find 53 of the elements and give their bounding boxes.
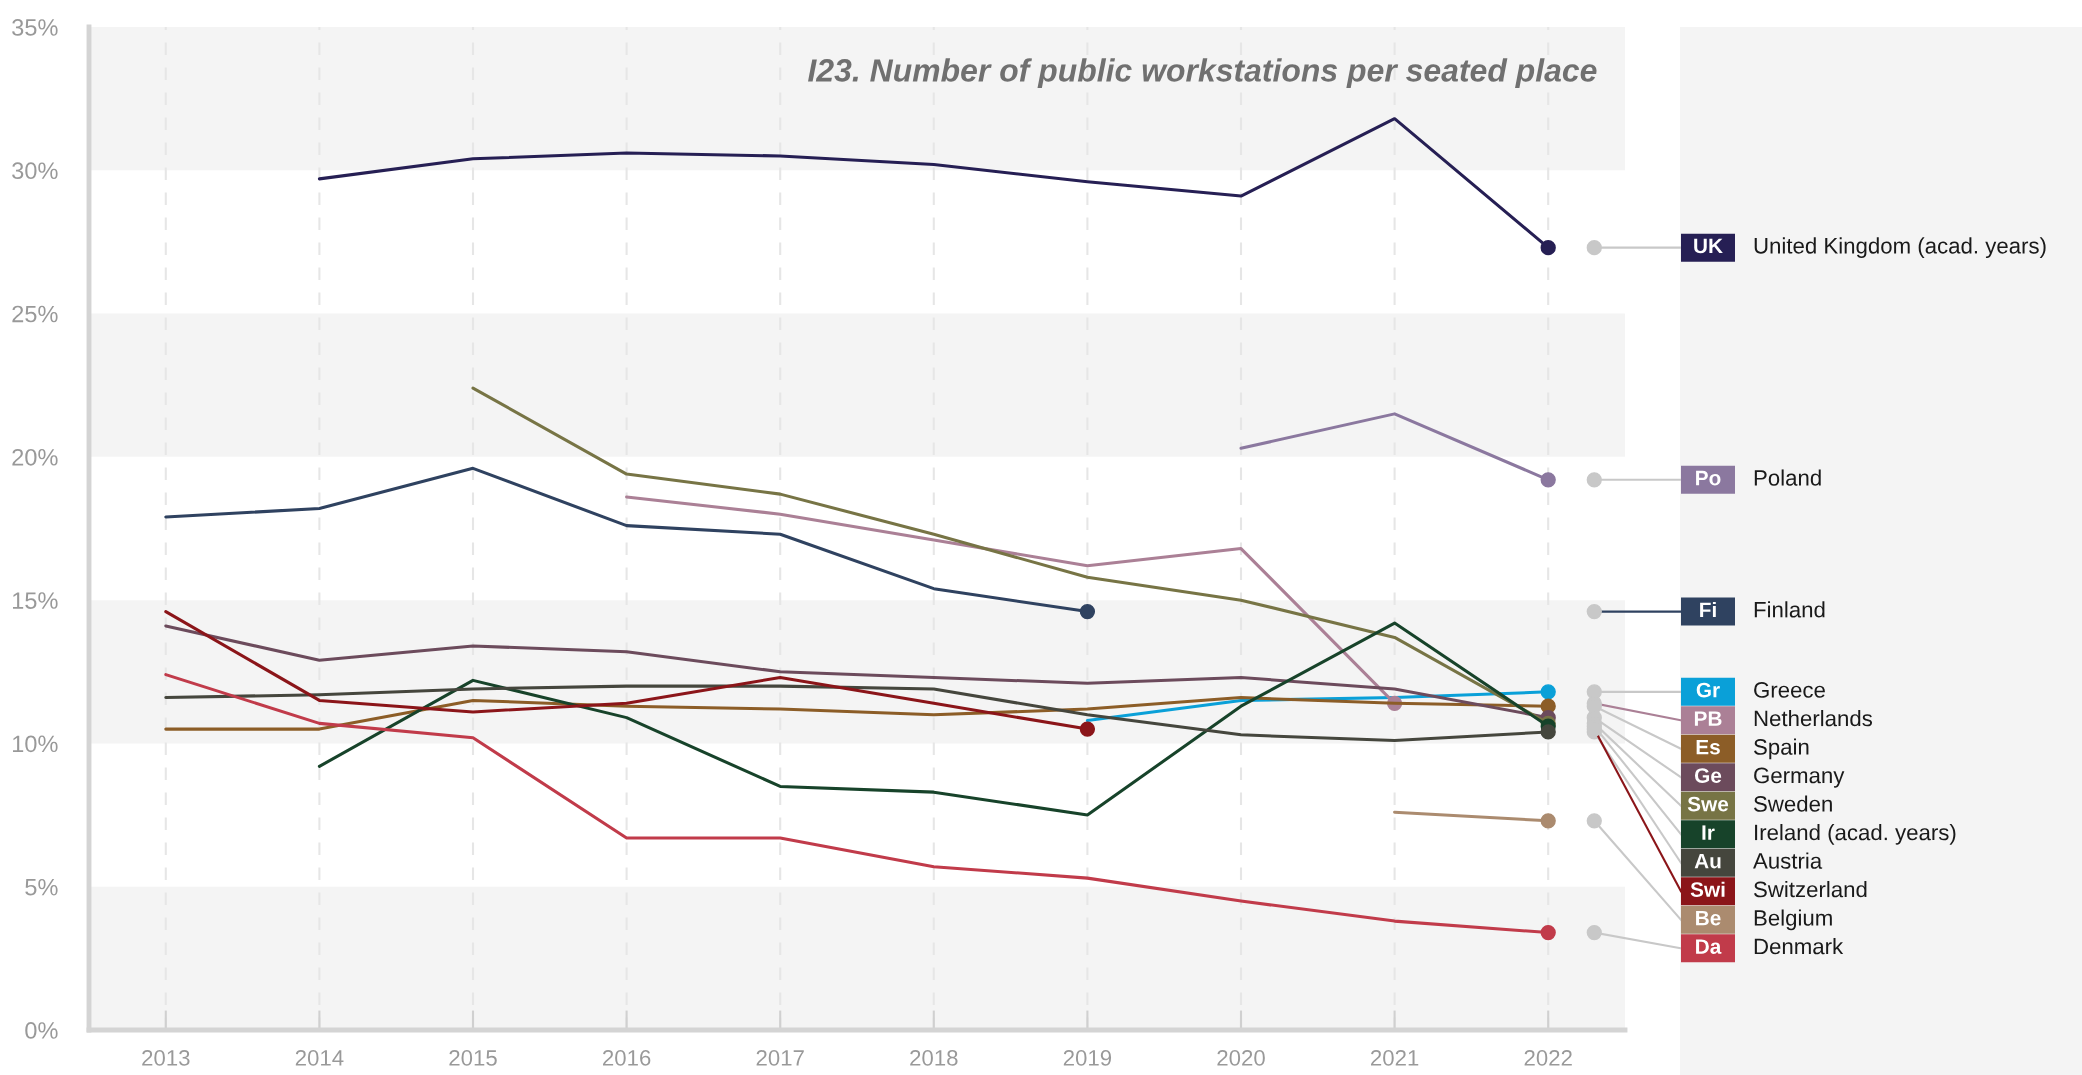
text: Da bbox=[1696, 939, 1722, 954]
y-tick-label: 25% bbox=[12, 305, 58, 323]
x-tick-label: 2021 bbox=[1371, 1050, 1419, 1066]
legend-label: Greece bbox=[1754, 682, 1825, 698]
y-tick-label: 5% bbox=[25, 878, 58, 896]
point bbox=[1540, 813, 1556, 829]
text: Es bbox=[1696, 739, 1720, 755]
legend-label: Switzerland bbox=[1754, 880, 1867, 898]
point bbox=[1540, 924, 1556, 941]
point bbox=[1540, 240, 1556, 256]
y-tick-label: 0% bbox=[25, 1022, 58, 1039]
text: Ge bbox=[1694, 768, 1722, 783]
x-tick-label: 2016 bbox=[603, 1050, 651, 1066]
legend-label: Spain bbox=[1754, 738, 1809, 760]
text: Swi bbox=[1690, 881, 1725, 897]
point bbox=[1540, 724, 1556, 740]
text: Ir bbox=[1702, 825, 1715, 840]
text: Fi bbox=[1700, 601, 1716, 617]
legend-label: Austria bbox=[1753, 852, 1823, 869]
legend-label: Belgium bbox=[1754, 909, 1832, 931]
x-tick-label: 2014 bbox=[295, 1050, 344, 1066]
legend-label: Poland bbox=[1754, 469, 1821, 486]
y-tick-label: 35% bbox=[12, 19, 58, 36]
point bbox=[1079, 721, 1096, 737]
y-tick-label: 15% bbox=[12, 592, 58, 609]
text: I23. Number of public workstations per seated place bbox=[808, 58, 1597, 89]
x-tick-label: 2018 bbox=[910, 1050, 958, 1066]
x-tick-label: 2017 bbox=[756, 1050, 804, 1066]
text: Gr bbox=[1696, 682, 1720, 698]
x-tick-label: 2022 bbox=[1524, 1050, 1572, 1066]
point bbox=[1540, 472, 1556, 488]
legend-label: Denmark bbox=[1754, 937, 1844, 955]
point bbox=[1540, 684, 1556, 700]
y-tick-label: 20% bbox=[12, 448, 58, 466]
text: Swe bbox=[1687, 796, 1729, 812]
x-tick-label: 2020 bbox=[1217, 1050, 1265, 1066]
legend-label: Netherlands bbox=[1754, 709, 1873, 727]
legend-label: Finland bbox=[1754, 601, 1825, 618]
legend-label: United Kingdom (acad. years) bbox=[1754, 237, 2046, 259]
text: Po bbox=[1696, 470, 1721, 486]
text: UK bbox=[1694, 238, 1723, 254]
text: Au bbox=[1694, 853, 1721, 869]
legend-label: Ireland (acad. years) bbox=[1755, 823, 1956, 845]
legend-label: Germany bbox=[1754, 767, 1845, 788]
x-tick-label: 2015 bbox=[449, 1050, 497, 1066]
y-tick-label: 30% bbox=[12, 162, 58, 180]
text: PB bbox=[1694, 711, 1722, 726]
x-tick-label: 2019 bbox=[1063, 1050, 1112, 1066]
legend-label: Sweden bbox=[1754, 795, 1832, 812]
text: Be bbox=[1696, 910, 1721, 926]
y-tick-label: 10% bbox=[12, 735, 58, 753]
x-tick-label: 2013 bbox=[142, 1050, 190, 1066]
point bbox=[1079, 603, 1096, 620]
